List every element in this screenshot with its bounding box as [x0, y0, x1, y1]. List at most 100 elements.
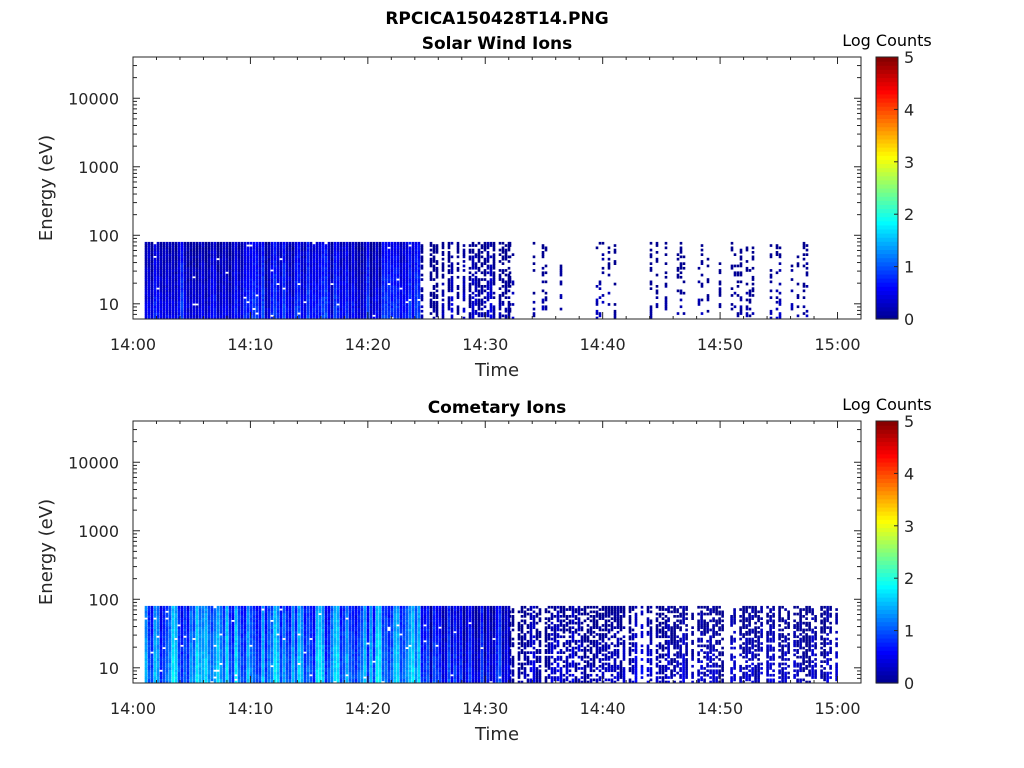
heatmap-cell: [195, 610, 199, 614]
heatmap-cell: [321, 309, 325, 313]
heatmap-cell: [492, 316, 496, 320]
heatmap-cell: [327, 260, 331, 263]
heatmap-cell: [180, 610, 184, 614]
heatmap-cell: [411, 280, 415, 284]
colorbar-step: [876, 294, 898, 300]
heatmap-cell: [192, 639, 196, 643]
heatmap-cell: [156, 615, 160, 618]
heatmap-cell: [177, 605, 181, 609]
heatmap-cell: [402, 257, 406, 261]
heatmap-cell: [456, 255, 460, 259]
heatmap-cell: [276, 314, 280, 318]
heatmap-cell: [489, 296, 493, 299]
heatmap-cell: [405, 316, 409, 320]
heatmap-cell: [165, 608, 169, 611]
heatmap-cell: [378, 300, 382, 304]
heatmap-cell: [360, 262, 364, 265]
heatmap-cell: [303, 255, 307, 259]
heatmap-cell: [345, 291, 349, 295]
heatmap-cell: [234, 280, 238, 284]
heatmap-cell: [294, 264, 298, 268]
heatmap-cell: [189, 669, 193, 673]
heatmap-cell: [435, 305, 439, 309]
heatmap-cell: [264, 309, 268, 313]
heatmap-cell: [345, 285, 349, 288]
heatmap-cell: [297, 296, 301, 299]
heatmap-cell: [468, 305, 472, 309]
heatmap-cell: [393, 314, 397, 318]
heatmap-cell: [219, 612, 223, 616]
heatmap-cell: [429, 278, 433, 281]
heatmap-cell: [234, 273, 238, 277]
heatmap-cell: [153, 271, 157, 275]
heatmap-cell: [183, 662, 187, 666]
heatmap-cell: [345, 241, 349, 245]
heatmap-cell: [357, 289, 361, 293]
heatmap-cell: [315, 282, 319, 286]
heatmap-cell: [207, 615, 211, 618]
heatmap-cell: [492, 262, 496, 265]
heatmap-cell: [267, 294, 271, 297]
heatmap-cell: [649, 314, 653, 318]
heatmap-cell: [198, 266, 202, 270]
heatmap-cell: [159, 244, 163, 247]
heatmap-cell: [402, 298, 406, 302]
heatmap-cell: [204, 307, 208, 311]
heatmap-cell: [171, 624, 175, 627]
heatmap-cell: [378, 285, 382, 288]
heatmap-cell: [198, 251, 202, 254]
heatmap-cell: [177, 651, 181, 654]
heatmap-cell: [255, 298, 259, 302]
heatmap-cell: [252, 278, 256, 281]
heatmap-cell: [147, 630, 151, 634]
heatmap-cell: [207, 280, 211, 284]
heatmap-cell: [655, 285, 659, 288]
heatmap-cell: [315, 287, 319, 290]
heatmap-cell: [162, 264, 166, 268]
heatmap-cell: [384, 273, 388, 277]
heatmap-cell: [327, 264, 331, 268]
heatmap-cell: [300, 273, 304, 277]
heatmap-cell: [171, 673, 175, 677]
heatmap-cell: [153, 303, 157, 306]
heatmap-cell: [243, 287, 247, 290]
heatmap-cell: [354, 257, 358, 261]
heatmap-cell: [198, 271, 202, 275]
heatmap-cell: [201, 662, 205, 666]
heatmap-cell: [174, 676, 178, 679]
heatmap-cell: [408, 307, 412, 311]
heatmap-cell: [189, 644, 193, 648]
heatmap-cell: [195, 619, 199, 623]
heatmap-cell: [354, 246, 358, 250]
heatmap-cell: [162, 610, 166, 614]
heatmap-cell: [300, 241, 304, 245]
heatmap-cell: [177, 305, 181, 309]
heatmap-cell: [267, 298, 271, 302]
heatmap-cell: [207, 660, 211, 663]
heatmap-cell: [150, 669, 154, 673]
heatmap-cell: [796, 264, 800, 268]
heatmap-cell: [336, 300, 340, 304]
heatmap-cell: [150, 605, 154, 609]
heatmap-cell: [375, 316, 379, 320]
heatmap-cell: [351, 300, 355, 304]
heatmap-cell: [480, 303, 484, 306]
heatmap-cell: [213, 273, 217, 277]
heatmap-cell: [309, 275, 313, 279]
heatmap-cell: [375, 309, 379, 313]
heatmap-cell: [189, 244, 193, 247]
heatmap-cell: [315, 269, 319, 272]
heatmap-cell: [408, 264, 412, 268]
heatmap-cell: [462, 264, 466, 268]
heatmap-cell: [261, 266, 265, 270]
heatmap-cell: [387, 260, 391, 263]
heatmap-cell: [294, 271, 298, 275]
heatmap-cell: [432, 316, 436, 320]
heatmap-cell: [150, 266, 154, 270]
heatmap-cell: [366, 264, 370, 268]
heatmap-cell: [354, 307, 358, 311]
heatmap-cell: [372, 305, 376, 309]
heatmap-cell: [282, 291, 286, 295]
heatmap-cell: [775, 246, 779, 250]
heatmap-cell: [270, 244, 274, 247]
